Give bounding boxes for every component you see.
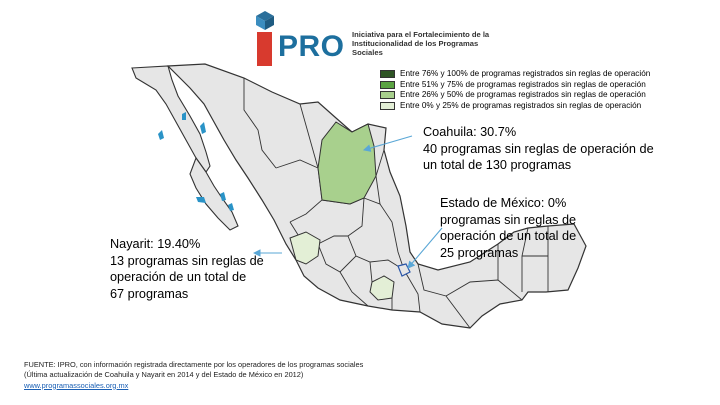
callout-arrow-coahuila	[362, 135, 413, 152]
callout-edomex-line2: programas sin reglas de	[440, 212, 577, 227]
legend-label: Entre 0% y 25% de programas registrados …	[400, 100, 642, 110]
ipro-logo-cube-icon	[256, 11, 274, 66]
callout-edomex-head: Estado de México: 0%	[440, 196, 567, 210]
legend-swatch	[380, 80, 395, 89]
legend-label: Entre 51% y 75% de programas registrados…	[400, 79, 646, 89]
legend-item-26-50: Entre 26% y 50% de programas registrados…	[380, 90, 650, 101]
source-text: FUENTE: IPRO, con información registrada…	[24, 360, 364, 380]
callout-coahuila: Coahuila: 30.7% 40 programas sin reglas …	[423, 124, 688, 174]
callout-nayarit-line4: 67 programas	[110, 286, 189, 301]
logo-wordmark: PRO	[278, 30, 345, 63]
state-baja-california-sur	[189, 156, 239, 231]
legend-swatch	[380, 91, 395, 100]
mainland	[166, 63, 587, 329]
island	[228, 203, 234, 211]
legend-swatch	[380, 101, 395, 110]
state-estado-de-mexico	[369, 275, 395, 301]
ipro-logo	[256, 11, 274, 66]
legend-item-76-100: Entre 76% y 100% de programas registrado…	[380, 69, 650, 80]
island	[182, 112, 186, 120]
callout-nayarit-line2: 13 programas sin reglas de	[110, 253, 264, 268]
legend-label: Entre 76% y 100% de programas registrado…	[400, 69, 651, 79]
callout-arrow-edomex	[407, 227, 443, 269]
state-nayarit	[289, 231, 321, 265]
callout-coahuila-line2: 40 programas sin reglas de operación de	[423, 141, 654, 156]
callout-edomex-line3: operación de un total de	[440, 229, 577, 243]
island	[158, 130, 164, 140]
callout-nayarit-line3: operación de un total de	[110, 270, 247, 284]
legend-label: Entre 26% y 50% de programas registrados…	[400, 90, 646, 100]
island	[220, 192, 226, 201]
island	[200, 122, 206, 134]
callout-nayarit-head: Nayarit: 19.40%	[110, 237, 201, 251]
source-note: FUENTE: IPRO, con información registrada…	[24, 360, 364, 391]
map-legend: Entre 76% y 100% de programas registrado…	[380, 69, 650, 111]
legend-swatch	[380, 70, 395, 79]
state-coahuila	[317, 121, 377, 205]
state-cdmx	[397, 263, 411, 277]
legend-item-51-75: Entre 51% y 75% de programas registrados…	[380, 80, 650, 91]
legend-item-0-25: Entre 0% y 25% de programas registrados …	[380, 101, 650, 112]
island	[196, 197, 206, 203]
source-link[interactable]: www.programassociales.org.mx	[24, 380, 129, 390]
callout-coahuila-line3: un total de 130 programas	[423, 158, 572, 172]
callout-coahuila-head: Coahuila: 30.7%	[423, 125, 517, 139]
callout-edomex-line4: 25 programas	[440, 245, 519, 260]
logo-tagline: Iniciativa para el Fortalecimiento de la…	[352, 30, 490, 57]
callout-nayarit: Nayarit: 19.40% 13 programas sin reglas …	[110, 236, 280, 302]
callout-estado-de-mexico: Estado de México: 0% programas sin regla…	[440, 195, 595, 261]
